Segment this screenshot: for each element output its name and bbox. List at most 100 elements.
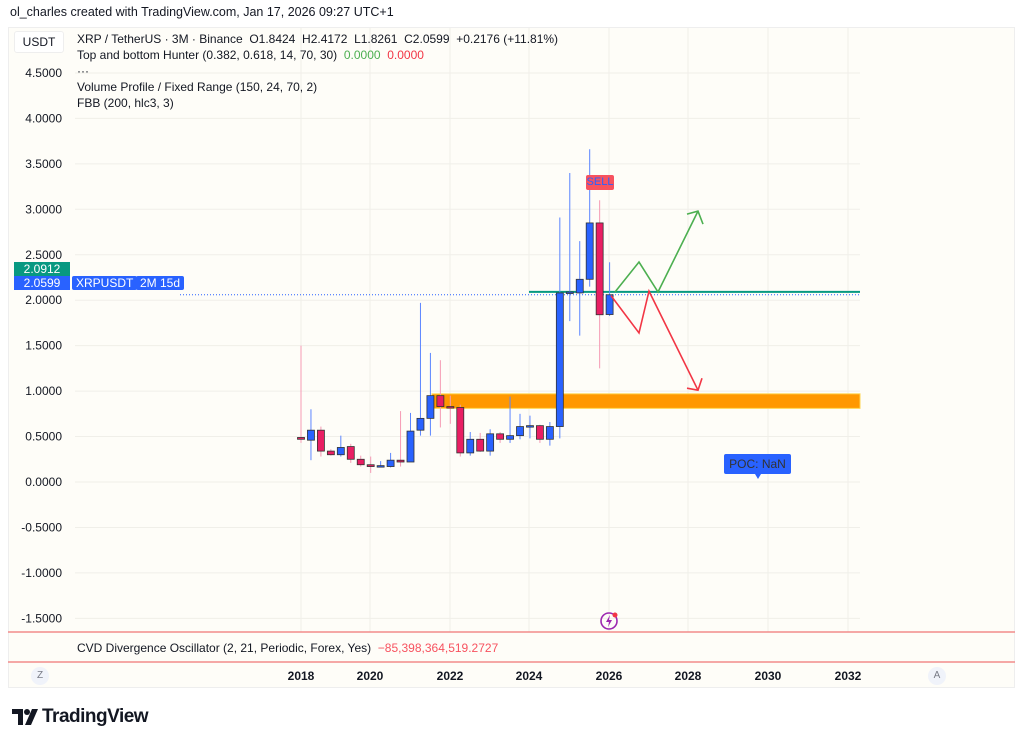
candle-body bbox=[446, 406, 455, 409]
x-tick-label: 2022 bbox=[437, 669, 464, 683]
projection-paths[interactable] bbox=[610, 210, 704, 392]
candle bbox=[336, 435, 345, 457]
y-tick-label: -0.5000 bbox=[21, 520, 62, 534]
cvd-name: CVD Divergence Oscillator (2, 21, Period… bbox=[77, 641, 372, 655]
chart-frame bbox=[8, 27, 1015, 688]
candle-body bbox=[317, 429, 325, 452]
candle bbox=[356, 455, 365, 467]
y-tick-label: -1.0000 bbox=[21, 566, 62, 580]
y-tick-label: 3.0000 bbox=[25, 202, 62, 216]
candle bbox=[446, 395, 455, 424]
bullish-arrowhead-icon bbox=[686, 210, 704, 225]
y-tick-label: 3.5000 bbox=[25, 157, 62, 171]
candle bbox=[426, 352, 435, 436]
poc-label: POC: NaN bbox=[724, 454, 791, 474]
candle-body bbox=[585, 222, 594, 280]
indicator-volume-profile[interactable]: Volume Profile / Fixed Range (150, 24, 7… bbox=[77, 80, 318, 94]
alert-icon[interactable] bbox=[600, 612, 618, 630]
candle-body bbox=[496, 433, 505, 440]
high-value: H2.4172 bbox=[302, 32, 348, 46]
y-tick-label: 0.0000 bbox=[25, 475, 62, 489]
candle-body bbox=[466, 438, 475, 454]
currency-button[interactable]: USDT bbox=[14, 31, 64, 53]
candle bbox=[326, 449, 335, 456]
y-tick-label: 2.5000 bbox=[25, 248, 62, 262]
bearish-projection-path[interactable] bbox=[610, 288, 699, 391]
indicator-fbb[interactable]: FBB (200, hlc3, 3) bbox=[77, 96, 174, 110]
candle-body bbox=[396, 459, 405, 463]
orange-zone bbox=[431, 393, 861, 409]
x-tick-label: 2032 bbox=[835, 669, 862, 683]
candle bbox=[545, 422, 554, 446]
bar-countdown: 2M 15d bbox=[136, 276, 185, 290]
y-tick-label: 1.5000 bbox=[25, 339, 62, 353]
candle bbox=[476, 432, 485, 453]
y-tick-label: 1.0000 bbox=[25, 384, 62, 398]
candle bbox=[436, 360, 445, 428]
candle-body bbox=[346, 446, 355, 460]
x-tick-label: 2028 bbox=[675, 669, 702, 683]
candle bbox=[516, 413, 524, 440]
tradingview-logo: TradingView bbox=[12, 706, 149, 728]
candle bbox=[595, 200, 604, 369]
y-tick-label: 0.5000 bbox=[25, 430, 62, 444]
indicator-top-bottom-hunter[interactable]: Top and bottom Hunter (0.382, 0.618, 14,… bbox=[77, 48, 424, 62]
candle-body bbox=[297, 437, 305, 440]
candle bbox=[575, 241, 584, 336]
candle-body bbox=[366, 464, 375, 467]
brand-name: TradingView bbox=[42, 706, 149, 727]
level-price-label: 2.0912 bbox=[14, 262, 70, 276]
x-tick-label: 2018 bbox=[288, 669, 315, 683]
candle-body bbox=[336, 447, 345, 456]
candle-body bbox=[416, 417, 425, 431]
zoom-reset-button[interactable]: Z bbox=[31, 667, 49, 685]
close-value: C2.0599 bbox=[404, 32, 450, 46]
candle-body bbox=[565, 291, 574, 294]
bearish-arrowhead-icon bbox=[686, 377, 703, 392]
indicator-value-red: 0.0000 bbox=[387, 48, 424, 62]
more-indicators[interactable]: ··· bbox=[77, 64, 89, 78]
bullish-projection-path[interactable] bbox=[614, 210, 699, 294]
x-tick-label: 2026 bbox=[596, 669, 623, 683]
candle bbox=[526, 415, 534, 439]
credit-text: ol_charles created with TradingView.com,… bbox=[10, 5, 394, 19]
candle-body bbox=[605, 294, 614, 315]
candle-body bbox=[476, 438, 485, 452]
grid bbox=[75, 28, 860, 632]
logo-mark-icon bbox=[12, 709, 38, 725]
candle-body bbox=[555, 292, 564, 427]
cvd-legend[interactable]: CVD Divergence Oscillator (2, 21, Period… bbox=[77, 641, 498, 655]
poc-pointer bbox=[755, 474, 761, 479]
cvd-value: −85,398,364,519.2727 bbox=[377, 641, 499, 655]
candle-body bbox=[486, 433, 495, 452]
candle-body bbox=[356, 458, 365, 466]
candle bbox=[386, 452, 395, 468]
candle bbox=[416, 302, 425, 436]
low-value: L1.8261 bbox=[354, 32, 398, 46]
indicator-value-green: 0.0000 bbox=[343, 48, 381, 62]
candle bbox=[307, 409, 315, 461]
symbol-name: XRP / TetherUS · 3M · Binance bbox=[77, 32, 243, 46]
candle-body bbox=[406, 430, 415, 463]
candle bbox=[486, 429, 495, 456]
candle-body bbox=[376, 465, 385, 468]
y-tick-label: -1.5000 bbox=[21, 611, 62, 625]
x-axis-ticks: 2018 2020 2022 2024 2026 2028 2030 2032 bbox=[288, 669, 862, 683]
candle-body bbox=[545, 426, 554, 440]
candle-body bbox=[536, 425, 544, 440]
y-tick-label: 4.0000 bbox=[25, 111, 62, 125]
auto-scale-button[interactable]: A bbox=[928, 667, 946, 685]
symbol-price-tag: XRPUSDT bbox=[72, 276, 138, 290]
candle bbox=[396, 411, 405, 467]
candle-body bbox=[506, 435, 514, 440]
candle-body bbox=[575, 278, 584, 294]
candle-body bbox=[456, 407, 465, 454]
candle bbox=[456, 404, 465, 457]
x-tick-label: 2024 bbox=[516, 669, 543, 683]
candle-body bbox=[595, 222, 604, 316]
y-tick-label: 4.5000 bbox=[25, 66, 62, 80]
candle bbox=[317, 426, 325, 457]
sell-signal-label: SELL bbox=[586, 175, 614, 190]
candle-body bbox=[526, 425, 534, 428]
